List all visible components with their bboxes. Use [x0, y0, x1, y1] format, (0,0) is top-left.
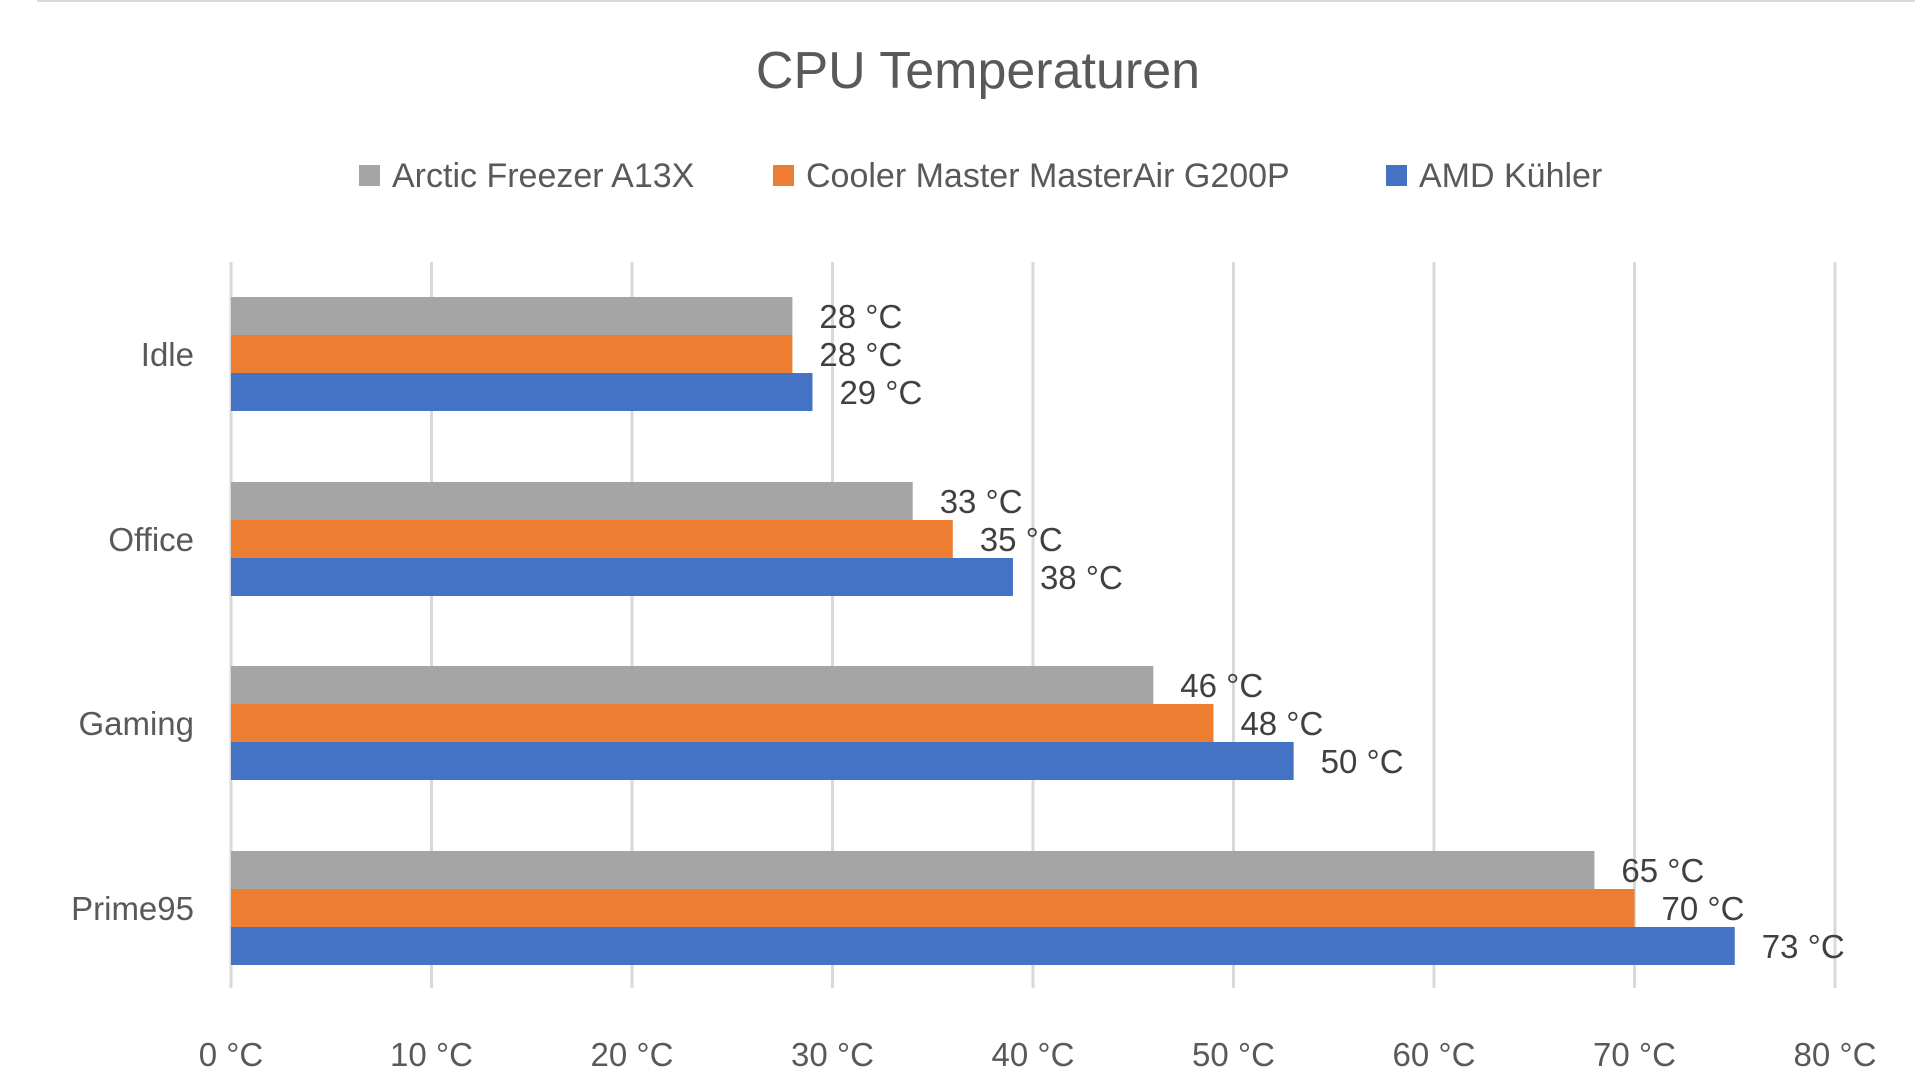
- x-tick-label: 70 °C: [1593, 1036, 1676, 1073]
- x-tick-label: 60 °C: [1393, 1036, 1476, 1073]
- chart-title: CPU Temperaturen: [756, 42, 1200, 100]
- category-label: Idle: [141, 336, 194, 373]
- data-label: 28 °C: [819, 336, 902, 373]
- bar-gaming-series-2: [231, 742, 1294, 780]
- bar-idle-series-1: [231, 335, 793, 373]
- x-tick-label: 0 °C: [199, 1036, 264, 1073]
- category-axis: Idle Office Gaming Prime95: [71, 336, 194, 927]
- bar-office-series-2: [231, 558, 1013, 596]
- data-label: 65 °C: [1621, 852, 1704, 889]
- x-tick-label: 80 °C: [1794, 1036, 1877, 1073]
- data-labels: 28 °C28 °C29 °C33 °C35 °C38 °C46 °C48 °C…: [819, 298, 1844, 965]
- data-label: 33 °C: [940, 483, 1023, 520]
- data-label: 48 °C: [1240, 705, 1323, 742]
- legend-swatch: [359, 165, 380, 186]
- legend: Arctic Freezer A13X Cooler Master MasterA…: [359, 157, 1602, 195]
- data-label: 29 °C: [839, 374, 922, 411]
- x-tick-label: 30 °C: [791, 1036, 874, 1073]
- bars: [231, 297, 1735, 965]
- x-tick-label: 50 °C: [1192, 1036, 1275, 1073]
- bar-office-series-0: [231, 482, 913, 520]
- value-axis: 0 °C 10 °C 20 °C 30 °C 40 °C 50 °C 60 °C 70 °C 8…: [199, 1036, 1877, 1073]
- legend-label: Cooler Master MasterAir G200P: [806, 157, 1290, 195]
- legend-label: AMD Kühler: [1419, 157, 1602, 195]
- data-label: 35 °C: [980, 521, 1063, 558]
- bar-prime95-series-2: [231, 927, 1735, 965]
- bar-idle-series-2: [231, 373, 813, 411]
- data-label: 38 °C: [1040, 559, 1123, 596]
- legend-swatch: [773, 165, 794, 186]
- x-tick-label: 40 °C: [992, 1036, 1075, 1073]
- data-label: 28 °C: [819, 298, 902, 335]
- bar-gaming-series-1: [231, 704, 1214, 742]
- category-label: Gaming: [78, 705, 194, 742]
- legend-label: Arctic Freezer A13X: [392, 157, 694, 195]
- bar-idle-series-0: [231, 297, 793, 335]
- data-label: 73 °C: [1762, 928, 1845, 965]
- bar-prime95-series-1: [231, 889, 1635, 927]
- bar-prime95-series-0: [231, 851, 1595, 889]
- data-label: 46 °C: [1180, 667, 1263, 704]
- bar-office-series-1: [231, 520, 953, 558]
- bar-gaming-series-0: [231, 666, 1154, 704]
- data-label: 50 °C: [1321, 743, 1404, 780]
- x-tick-label: 20 °C: [591, 1036, 674, 1073]
- data-label: 70 °C: [1662, 890, 1745, 927]
- category-label: Office: [108, 521, 194, 558]
- x-tick-label: 10 °C: [390, 1036, 473, 1073]
- category-label: Prime95: [71, 890, 194, 927]
- legend-swatch: [1386, 165, 1407, 186]
